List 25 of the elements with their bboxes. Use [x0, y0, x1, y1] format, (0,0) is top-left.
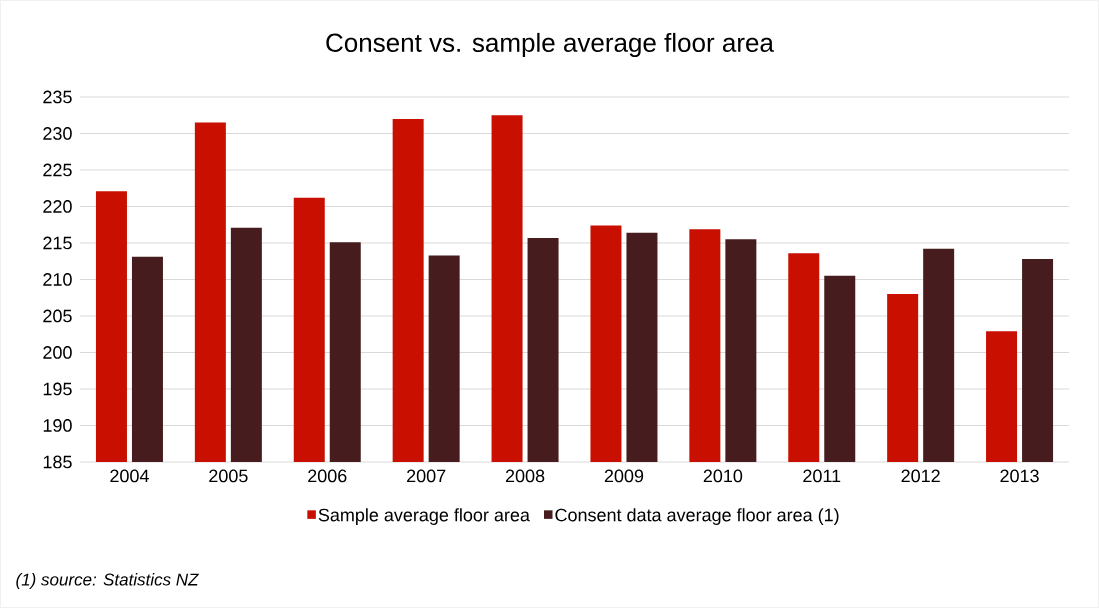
- y-tick-label: 220: [43, 200, 72, 213]
- y-tick-label: 235: [43, 90, 72, 104]
- x-tick-label: 2010: [703, 469, 743, 483]
- y-tick-label: 200: [43, 346, 72, 359]
- x-tick-label: 2008: [505, 469, 545, 483]
- y-tick-label: 195: [43, 382, 72, 396]
- x-tick-label: 2013: [1000, 469, 1039, 483]
- x-tick-label: 2004: [110, 469, 149, 483]
- y-tick-label: 210: [43, 273, 72, 286]
- y-tick-label: 205: [43, 309, 72, 323]
- chart-title: Consent vs. sample average floor area: [326, 32, 774, 58]
- y-tick-label: 190: [43, 419, 72, 432]
- y-tick-label: 230: [43, 127, 72, 140]
- x-tick-label: 2012: [901, 469, 940, 483]
- legend-label: Consent data average floor area (1): [555, 508, 839, 525]
- y-tick-label: 215: [43, 236, 72, 250]
- y-tick-label: 225: [43, 163, 72, 177]
- legend-label: Sample average floor area: [318, 508, 530, 525]
- x-tick-label: 2009: [604, 469, 644, 483]
- x-tick-label: 2007: [407, 469, 446, 483]
- text: (1) source: Statistics NZ: [16, 573, 199, 589]
- x-tick-label: 2005: [209, 469, 248, 483]
- x-tick-label: 2006: [308, 469, 347, 483]
- x-tick-label: 2011: [803, 469, 841, 483]
- y-tick-label: 185: [43, 455, 72, 469]
